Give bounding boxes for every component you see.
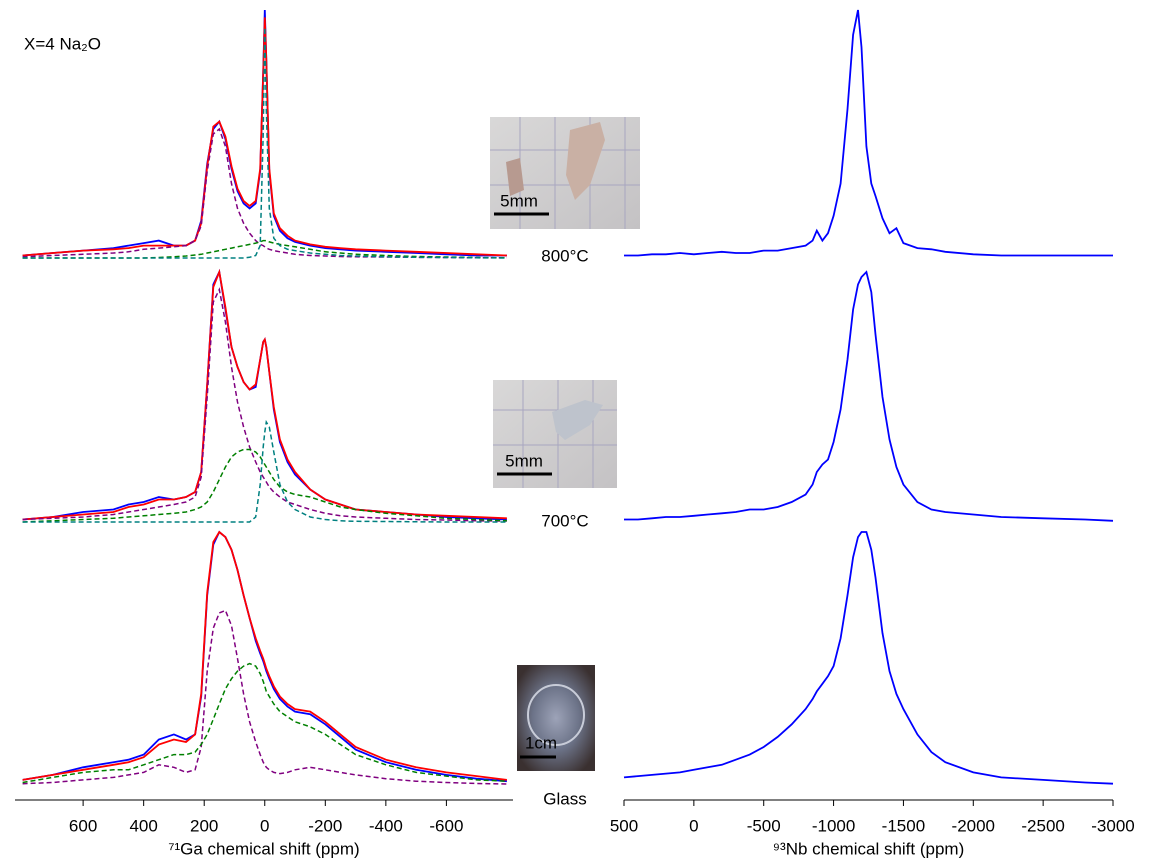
photo-glass: 1cm: [517, 665, 595, 771]
x-tick-label: 200: [190, 816, 218, 835]
spectrum: [22, 530, 508, 781]
spectrum: [22, 609, 507, 785]
x-tick-label: 500: [610, 816, 638, 835]
x-tick-label: 0: [689, 816, 698, 835]
x-tick-label: -600: [429, 816, 463, 835]
photo-800: 5mm: [490, 117, 640, 229]
spectrum: [22, 287, 507, 522]
x-tick-label: 600: [69, 816, 97, 835]
spectrum: [624, 270, 1114, 522]
spectrum: [22, 268, 507, 521]
x-tick-label: -200: [308, 816, 342, 835]
annotation: X=4 Na₂O: [24, 34, 101, 53]
spectrum: [22, 269, 507, 521]
x-tick-label: -1000: [812, 816, 855, 835]
x-tick-label: -500: [747, 816, 781, 835]
x-tick-label: -3000: [1091, 816, 1134, 835]
sample-label: 800°C: [541, 246, 588, 265]
spectrum: [22, 448, 507, 523]
scale-label: 5mm: [505, 451, 543, 470]
spectrum: [22, 419, 507, 523]
x-axis-label: ⁹³Nb chemical shift (ppm): [773, 839, 965, 858]
scale-label: 1cm: [525, 733, 557, 752]
scale-label: 5mm: [500, 191, 538, 210]
sample-label: 700°C: [541, 511, 588, 530]
spectrum: [22, 530, 507, 783]
photo-700: 5mm: [493, 380, 617, 488]
sample-label: Glass: [543, 789, 586, 808]
x-tick-label: 0: [260, 816, 269, 835]
spectrum: [624, 9, 1113, 257]
x-axis-label: ⁷¹Ga chemical shift (ppm): [168, 839, 359, 858]
spectrum: [623, 531, 1114, 785]
spectrum: [22, 127, 507, 259]
spectrum: [22, 27, 507, 259]
x-tick-label: -400: [369, 816, 403, 835]
x-tick-label: 400: [129, 816, 157, 835]
spectrum: [22, 17, 507, 257]
x-tick-label: -1500: [882, 816, 925, 835]
x-tick-label: -2000: [952, 816, 995, 835]
x-tick-label: -2500: [1021, 816, 1064, 835]
spectrum: [22, 9, 507, 257]
